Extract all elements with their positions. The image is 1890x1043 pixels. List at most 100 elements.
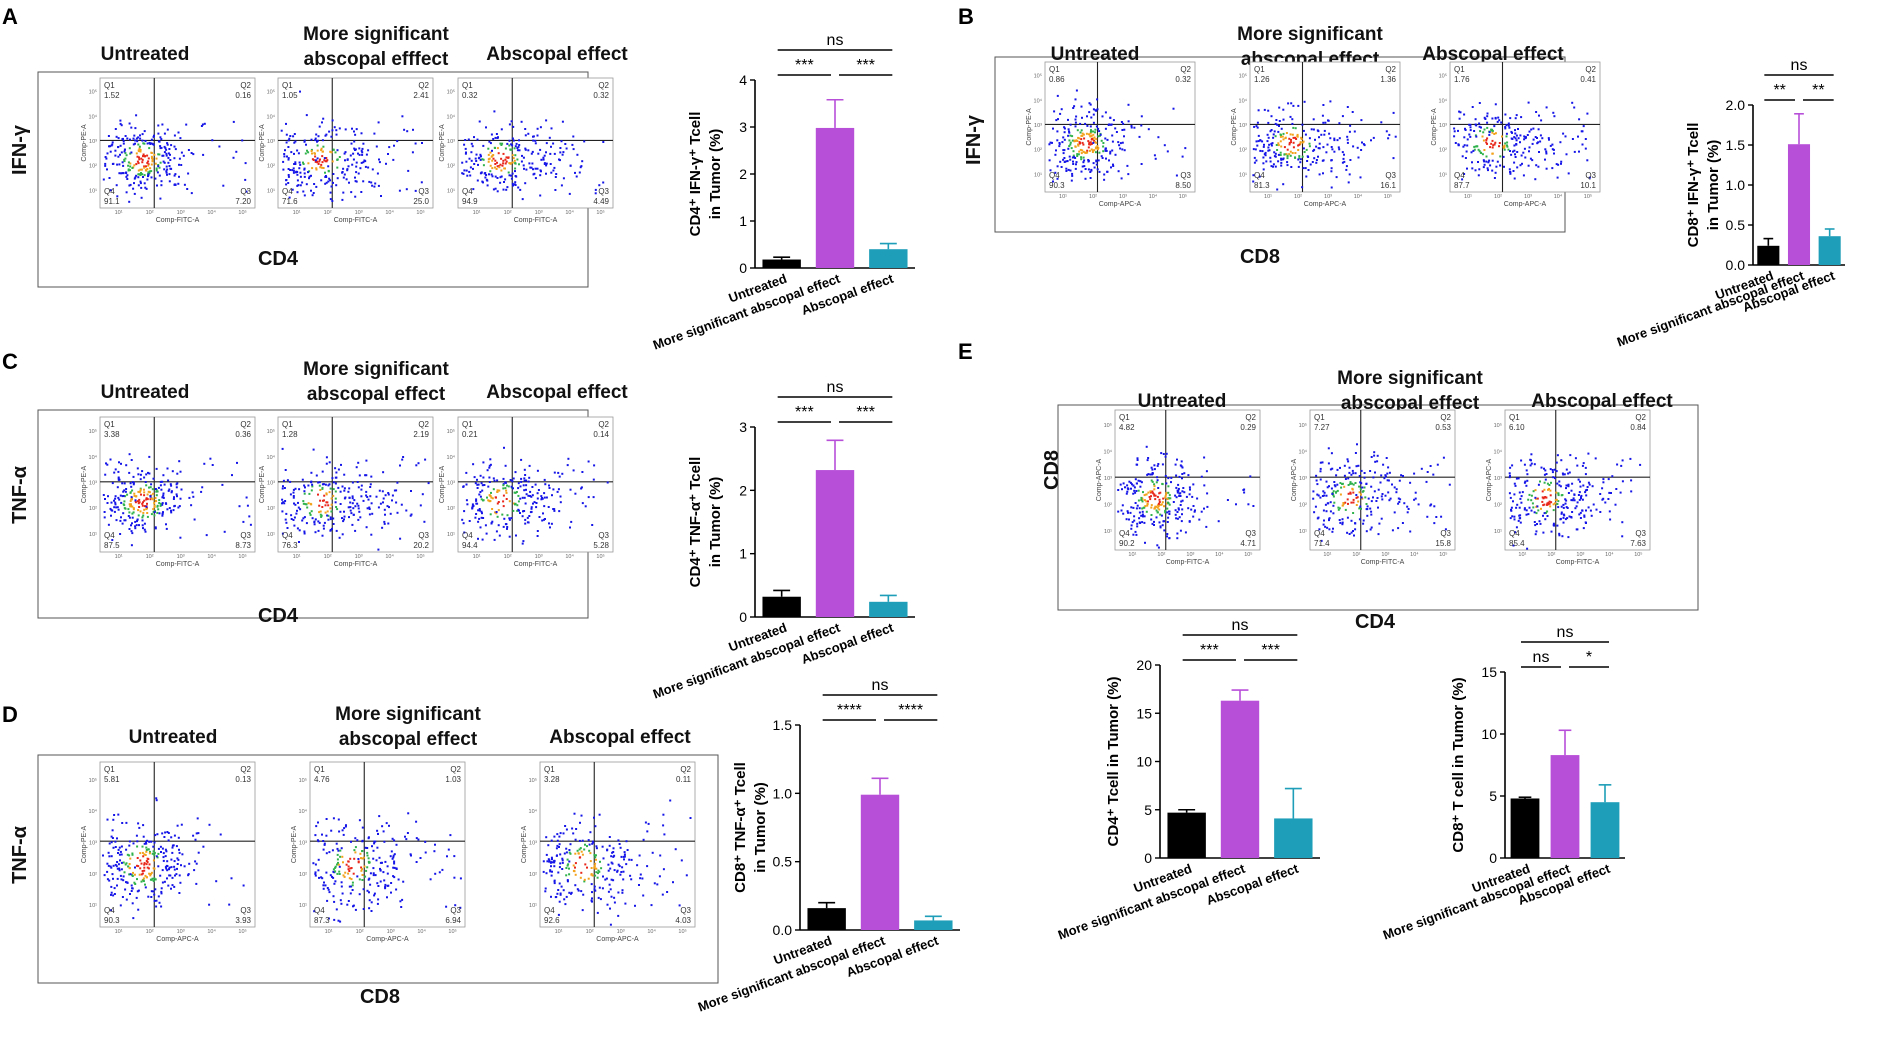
event-dot bbox=[465, 499, 468, 502]
event-dot bbox=[141, 516, 144, 519]
event-dot bbox=[477, 509, 480, 512]
event-dot bbox=[1477, 174, 1480, 177]
event-dot bbox=[151, 877, 154, 880]
event-dot bbox=[1553, 115, 1556, 118]
event-dot bbox=[117, 155, 120, 158]
event-dot bbox=[132, 481, 135, 484]
event-dot bbox=[170, 887, 172, 890]
event-dot bbox=[561, 859, 564, 862]
event-dot bbox=[1175, 474, 1178, 477]
event-dot bbox=[1584, 466, 1587, 469]
event-dot bbox=[487, 158, 490, 161]
event-dot bbox=[202, 153, 205, 156]
event-dot bbox=[168, 488, 171, 491]
event-dot bbox=[591, 524, 594, 526]
event-dot bbox=[1181, 508, 1184, 511]
event-dot bbox=[607, 890, 610, 893]
event-dot bbox=[318, 481, 321, 484]
event-dot bbox=[358, 474, 361, 477]
event-dot bbox=[1080, 105, 1083, 108]
event-dot bbox=[1515, 477, 1518, 480]
event-dot bbox=[144, 874, 147, 877]
event-dot bbox=[139, 182, 142, 185]
event-dot bbox=[511, 182, 514, 185]
event-dot bbox=[292, 491, 295, 494]
event-dot bbox=[1322, 523, 1325, 526]
event-dot bbox=[513, 147, 516, 150]
event-dot bbox=[1513, 482, 1516, 485]
event-dot bbox=[595, 871, 598, 874]
event-dot bbox=[1545, 150, 1548, 153]
event-dot bbox=[128, 503, 131, 506]
event-dot bbox=[319, 166, 322, 168]
quadrant-name: Q3 bbox=[598, 531, 609, 540]
event-dot bbox=[579, 876, 582, 879]
event-dot bbox=[1385, 475, 1387, 478]
event-dot bbox=[566, 858, 569, 861]
quadrant-percentage: 0.36 bbox=[235, 430, 251, 439]
event-dot bbox=[1200, 475, 1203, 478]
event-dot bbox=[161, 480, 164, 483]
event-dot bbox=[1398, 501, 1401, 503]
event-dot bbox=[341, 485, 344, 488]
event-dot bbox=[1360, 149, 1363, 151]
event-dot bbox=[1507, 148, 1510, 151]
event-dot bbox=[318, 876, 320, 879]
event-dot bbox=[173, 860, 176, 863]
x-decade-tick: 10⁵ bbox=[238, 209, 246, 216]
flow-plot-box bbox=[99, 77, 256, 209]
event-dot bbox=[574, 852, 577, 855]
event-dot bbox=[469, 174, 472, 177]
event-dot bbox=[1068, 131, 1071, 134]
event-dot bbox=[516, 504, 519, 507]
y-decade-tick: 10² bbox=[529, 872, 537, 878]
event-dot bbox=[312, 862, 315, 865]
event-dot bbox=[507, 171, 510, 174]
event-dot bbox=[1176, 458, 1178, 461]
event-dot bbox=[1580, 496, 1582, 499]
event-dot bbox=[593, 885, 596, 888]
y-decade-tick: 10³ bbox=[1239, 123, 1247, 129]
event-dot bbox=[1054, 153, 1057, 156]
event-dot bbox=[336, 166, 339, 169]
event-dot bbox=[1115, 131, 1118, 133]
event-dot bbox=[1052, 127, 1054, 130]
event-dot bbox=[364, 165, 367, 168]
event-dot bbox=[390, 850, 393, 853]
event-dot bbox=[1286, 155, 1289, 157]
event-dot bbox=[1263, 108, 1266, 111]
quadrant-name: Q1 bbox=[1454, 65, 1465, 74]
event-dot bbox=[1526, 134, 1529, 136]
event-dot bbox=[125, 898, 128, 901]
event-dot bbox=[153, 134, 155, 137]
event-dot bbox=[613, 896, 616, 899]
event-dot bbox=[1150, 514, 1153, 516]
event-dot bbox=[173, 183, 176, 186]
event-dot bbox=[292, 495, 295, 497]
event-dot bbox=[155, 167, 158, 170]
event-dot bbox=[1170, 481, 1172, 484]
event-dot bbox=[617, 839, 620, 842]
event-dot bbox=[524, 522, 527, 525]
x-decade-tick: 10³ bbox=[535, 210, 543, 216]
event-dot bbox=[1067, 168, 1070, 171]
event-dot bbox=[1630, 490, 1633, 493]
event-dot bbox=[1493, 133, 1496, 135]
event-dot bbox=[157, 132, 160, 135]
event-dot bbox=[514, 170, 516, 173]
event-dot bbox=[556, 854, 558, 857]
event-dot bbox=[371, 845, 373, 848]
event-dot bbox=[141, 502, 144, 505]
event-dot bbox=[1519, 497, 1522, 500]
event-dot bbox=[1363, 476, 1366, 479]
event-dot bbox=[1316, 493, 1319, 496]
event-dot bbox=[128, 169, 131, 172]
event-dot bbox=[1466, 167, 1468, 170]
event-dot bbox=[117, 496, 120, 499]
event-dot bbox=[473, 476, 476, 479]
event-dot bbox=[296, 179, 299, 182]
y-tick-label: 0 bbox=[739, 609, 747, 625]
event-dot bbox=[299, 184, 302, 187]
event-dot bbox=[1102, 145, 1105, 148]
